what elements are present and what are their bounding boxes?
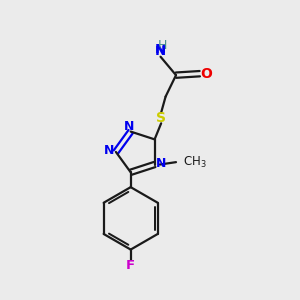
Text: O: O xyxy=(200,67,212,81)
Text: N: N xyxy=(104,144,115,157)
Text: N: N xyxy=(155,43,166,56)
Text: N: N xyxy=(154,45,166,58)
Text: S: S xyxy=(156,111,166,125)
Text: N: N xyxy=(124,120,134,133)
Text: F: F xyxy=(126,260,135,272)
Text: CH$_3$: CH$_3$ xyxy=(182,154,206,170)
Text: N: N xyxy=(156,157,166,169)
Text: H: H xyxy=(158,39,168,52)
